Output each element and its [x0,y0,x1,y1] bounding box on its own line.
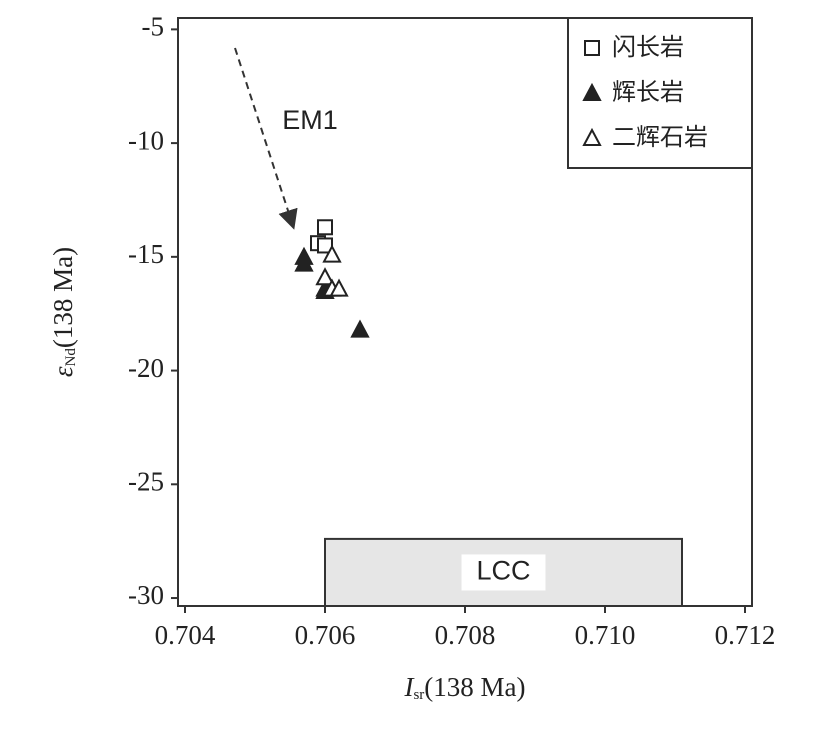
point [317,219,333,236]
region-label: LCC [476,556,530,586]
x-tick-label: 0.706 [295,620,356,650]
point [294,253,314,272]
y-tick-label: -15 [128,239,164,269]
point [315,267,335,286]
legend-marker [584,40,600,56]
y-tick-label: -5 [142,12,165,42]
y-tick-label: -20 [128,353,164,383]
point [350,319,370,338]
x-axis-label-sub: sr [413,687,424,703]
legend-label: 辉长岩 [612,78,684,106]
x-tick-label: 0.704 [155,620,216,650]
y-axis-label-text: (138 Ma) [48,247,78,348]
legend-marker [582,127,602,146]
x-tick-label: 0.712 [715,620,776,650]
arrow [234,47,298,230]
y-axis-label-symbol: ε [48,366,78,377]
legend-marker [582,82,602,101]
y-tick-label: -10 [128,125,164,155]
y-tick-label: -30 [128,580,164,610]
x-tick-label: 0.708 [435,620,496,650]
x-tick-label: 0.710 [575,620,636,650]
region-label-bg [461,554,546,591]
legend-label: 闪长岩 [612,33,684,61]
y-axis-label-sub: Nd [63,348,79,367]
x-axis-label: Isr(138 Ma) [403,672,525,703]
x-axis-label-symbol: I [403,672,415,702]
point [329,278,349,297]
x-axis-label-text: (138 Ma) [424,672,525,702]
y-tick-label: -25 [128,467,164,497]
legend-label: 二辉石岩 [612,123,708,151]
annotation: EM1 [282,105,338,135]
y-axis-label: εNd(138 Ma) [48,247,79,377]
point [322,244,342,263]
